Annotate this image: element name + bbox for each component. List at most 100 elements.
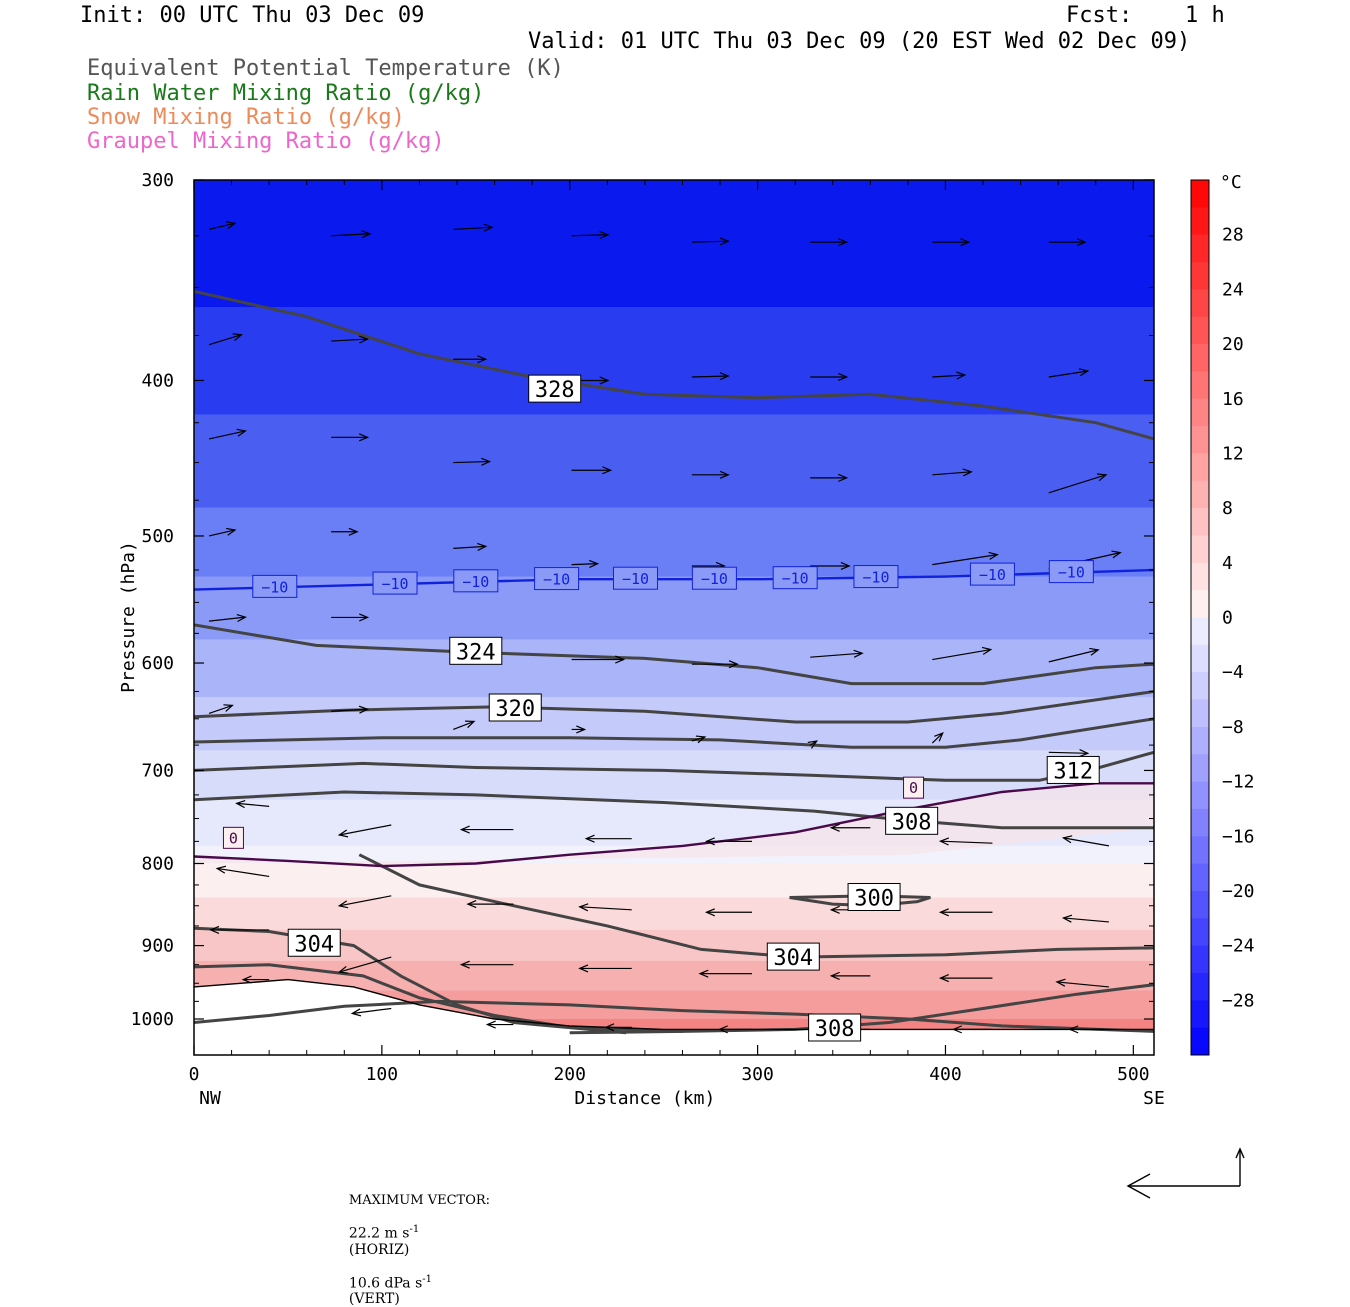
theta-e-label: 320	[495, 697, 535, 722]
wind-vector-head	[337, 829, 349, 838]
legend-graupel: Graupel Mixing Ratio (g/kg)	[87, 129, 445, 154]
wind-vector-head	[226, 527, 237, 536]
theta-e-label: 304	[294, 932, 334, 957]
theta-e-label: 324	[456, 640, 496, 665]
colorbar-tick-label: −4	[1222, 662, 1244, 683]
wind-vector-head	[1089, 647, 1100, 656]
wind-vector-head	[1061, 835, 1073, 844]
theta-e-label: 304	[773, 946, 813, 971]
field-band	[194, 576, 1154, 641]
valid-time: Valid: 01 UTC Thu 03 Dec 09 (20 EST Wed …	[528, 29, 1191, 54]
theta-e-label: 312	[1053, 759, 1093, 784]
isotherm-minus10-label-box	[372, 571, 418, 595]
max-vector-horiz-exp: -1	[409, 1224, 420, 1235]
x-tick-label: 400	[929, 1064, 962, 1085]
wind-vector	[453, 720, 475, 731]
colorbar-tick-label: 24	[1222, 279, 1244, 300]
wind-vector-head	[584, 834, 595, 843]
max-vector-key-icon	[1126, 1147, 1245, 1199]
wind-vector	[331, 338, 368, 342]
theta-e-label-box	[766, 942, 820, 971]
colorbar-swatch	[1191, 207, 1209, 236]
wind-vector-head	[698, 969, 709, 978]
wind-vector-head	[838, 372, 849, 382]
x-tick-label: 100	[366, 1064, 399, 1085]
theta-e-contour	[194, 790, 1154, 830]
wind-vector-head	[358, 705, 370, 714]
plot-frame	[193, 179, 1155, 1056]
forecast-hour: 1 h	[1185, 3, 1225, 28]
isotherm-minus10-label: −10	[862, 569, 889, 587]
colorbar-frame	[1190, 179, 1210, 1056]
wind-vector-head	[358, 335, 370, 344]
isotherm-minus10-label: −10	[381, 575, 408, 593]
theta-e-label: 308	[815, 1017, 855, 1042]
colorbar-swatch	[1191, 972, 1209, 1001]
theta-e-label-box	[449, 636, 503, 665]
wind-vector	[940, 840, 993, 844]
theta-e-label-box	[528, 374, 582, 403]
wind-vector	[208, 430, 246, 440]
wind-vector-head	[829, 823, 840, 832]
y-tick-label: 800	[141, 854, 174, 875]
wind-vector-head	[481, 457, 492, 466]
max-vector-vert-suffix: (VERT)	[348, 1291, 400, 1307]
colorbar-swatch	[1191, 890, 1209, 919]
wind-vector	[932, 471, 972, 476]
wind-vector-head	[348, 527, 359, 536]
colorbar-swatch	[1191, 371, 1209, 400]
wind-vector-head	[695, 735, 707, 744]
wind-vector-head	[485, 1020, 496, 1029]
wind-vector	[691, 240, 729, 243]
wind-vector	[331, 708, 368, 712]
wind-vector-head	[951, 1025, 962, 1034]
wind-vector-head	[829, 905, 840, 914]
wind-vector	[339, 895, 392, 907]
wind-vector-head	[477, 542, 488, 551]
wind-vector-head	[359, 433, 370, 442]
isotherm-minus10-label-box	[534, 567, 580, 591]
wind-vector-head	[807, 740, 819, 749]
wind-vector-head	[934, 731, 944, 742]
colorbar-swatch	[1191, 590, 1209, 618]
wind-vector-head	[938, 908, 949, 917]
max-vector-footer: MAXIMUM VECTOR: 22.2 m s-1 (HORIZ) 10.6 …	[340, 1176, 490, 1307]
isotherm-minus10-label: −10	[261, 578, 288, 596]
wind-vector-head	[962, 468, 973, 477]
wind-vector-head	[704, 908, 715, 917]
y-axis-title: Pressure (hPa)	[118, 541, 139, 693]
x-tick-label: 500	[1117, 1064, 1150, 1085]
wind-vector	[810, 652, 863, 658]
isotherm-minus10-label: −10	[1058, 564, 1085, 582]
theta-e-label-box	[488, 693, 542, 722]
wind-vector	[1063, 837, 1110, 847]
legend-rain: Rain Water Mixing Ratio (g/kg)	[87, 81, 485, 106]
wind-vector-head	[465, 720, 476, 729]
wind-vector	[331, 233, 371, 237]
wind-vector-head	[588, 559, 600, 569]
wind-vector-head	[578, 903, 589, 912]
max-vector-vert: 10.6 dPa s	[348, 1275, 423, 1292]
y-tick-label: 500	[141, 526, 174, 547]
colorbar-unit: °C	[1220, 172, 1242, 193]
colorbar-swatch	[1191, 918, 1209, 947]
wind-vector-head	[599, 230, 610, 240]
contour-labels: −10 −10 −10 −10 −10 −10 −10 −10 −10 −10 0 0 328 324 32…	[222, 374, 1100, 1042]
wind-vector	[691, 736, 706, 742]
x-end-label-se: SE	[1143, 1088, 1165, 1109]
colorbar-tick-label: 28	[1222, 225, 1244, 246]
wind-vector-head	[1076, 238, 1087, 247]
colorbar-tick-label: −20	[1222, 881, 1255, 902]
wind-vector-head	[615, 655, 626, 664]
colorbar-swatch	[1191, 535, 1209, 564]
wind-vector	[1048, 649, 1099, 663]
colorbar-tick-label: 20	[1222, 334, 1244, 355]
wind-vector-head	[236, 428, 247, 437]
wind-vector	[453, 460, 490, 464]
wind-vector	[932, 554, 998, 566]
x-axis-title: Distance (km)	[574, 1088, 715, 1109]
wind-vector-head	[938, 837, 950, 846]
field-band	[194, 180, 1154, 309]
wind-vector-head	[838, 238, 849, 247]
colorbar-tick-label: −8	[1222, 717, 1244, 738]
